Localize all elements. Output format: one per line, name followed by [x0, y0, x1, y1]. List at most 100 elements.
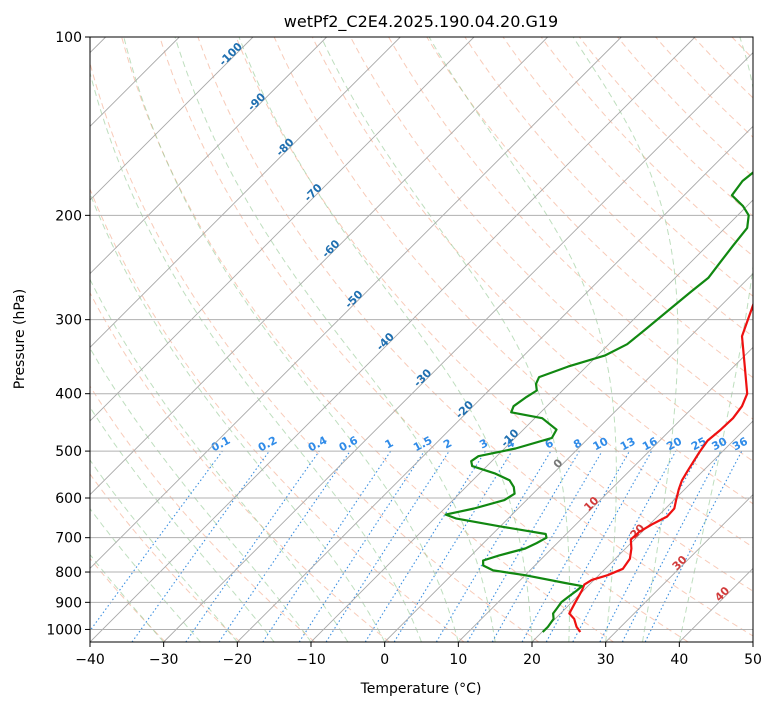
isotherm-line: [237, 125, 753, 642]
moist-adiabat-line: [320, 37, 571, 642]
mixing-ratio-label: 30: [710, 435, 730, 454]
mixing-ratio-line: [521, 450, 630, 642]
x-tick-label: 30: [597, 652, 615, 668]
x-tick-label: 0: [380, 652, 389, 668]
dry-adiabat-line: [311, 37, 753, 505]
isotherm-line: [752, 641, 753, 642]
isotherm-line: [679, 567, 753, 642]
moist-adiabat-line: [174, 37, 496, 642]
mixing-ratio-label: 2: [441, 436, 454, 451]
chart-title: wetPf2_C2E4.2025.190.04.20.G19: [284, 12, 558, 32]
y-tick-label: 200: [55, 208, 82, 224]
isotherm-line: [605, 494, 753, 642]
y-tick-label: 500: [55, 444, 82, 460]
temperature-profile-line: [568, 301, 753, 633]
isotherm-label: -70: [302, 181, 325, 204]
mixing-ratio-line: [621, 450, 722, 642]
mixing-ratio-line: [90, 450, 223, 632]
dry-adiabat-line: [90, 61, 540, 642]
dry-adiabat-line: [578, 37, 753, 217]
y-tick-label: 1000: [46, 622, 82, 638]
isotherm-label: -100: [216, 40, 245, 69]
dry-adiabat-line: [770, 37, 775, 642]
x-tick-label: −40: [75, 652, 105, 668]
dry-adiabat-line: [90, 473, 241, 642]
mixing-ratio-line: [218, 450, 351, 642]
isotherm-label: -30: [411, 366, 434, 389]
x-tick-label: 20: [523, 652, 541, 668]
mixing-ratio-line: [435, 450, 552, 642]
y-tick-label: 600: [55, 491, 82, 507]
mixing-ratio-label: 36: [730, 435, 750, 454]
isotherm-label: -10: [498, 426, 521, 449]
mixing-ratio-line: [467, 450, 580, 642]
x-tick-label: −30: [149, 652, 179, 668]
isotherm-line: [531, 420, 753, 642]
moist-adiabat-line: [428, 37, 617, 642]
isotherm-line: [90, 37, 254, 201]
mixing-ratio-line: [131, 450, 270, 642]
isotherm-label: -90: [245, 90, 268, 113]
dewpoint-profile-line: [444, 171, 753, 633]
y-tick-label: 900: [55, 595, 82, 611]
dry-adiabat-line: [90, 187, 465, 642]
dry-adiabat-line: [273, 37, 753, 548]
isotherm-line: [90, 37, 696, 642]
dry-adiabat-line: [388, 37, 753, 420]
mixing-ratio-label: 25: [689, 435, 709, 454]
dry-adiabat-line: [90, 385, 316, 642]
isotherm-label-warm: 40: [712, 584, 732, 604]
mixing-ratio-label: 16: [640, 435, 660, 454]
isotherm-label: -80: [273, 135, 296, 158]
x-tick-label: 40: [670, 652, 688, 668]
moist-adiabat-line: [90, 347, 312, 642]
moist-adiabat-line: [90, 278, 349, 642]
dry-adiabat-line: [350, 37, 753, 462]
dry-adiabat-line: [617, 37, 753, 178]
isotherm-label-warm: 10: [581, 494, 601, 514]
dry-adiabat-line: [235, 37, 753, 592]
y-tick-label: 100: [55, 30, 82, 46]
x-tick-label: −20: [223, 652, 253, 668]
mixing-ratio-line: [185, 450, 320, 642]
isotherm-line: [163, 52, 753, 642]
isotherm-label-warm: 30: [670, 553, 690, 573]
isotherm-line: [90, 37, 622, 569]
isotherm-label: -60: [319, 237, 342, 260]
dry-adiabat-line: [197, 37, 753, 637]
moist-adiabat-line: [123, 37, 459, 642]
mixing-ratio-label: 13: [618, 435, 638, 454]
isotherm-line: [90, 37, 548, 496]
mixing-ratio-line: [364, 450, 486, 642]
moist-adiabat-line: [238, 37, 533, 642]
dry-adiabat-line: [655, 37, 753, 138]
mixing-ratio-label: 1: [383, 436, 396, 451]
x-axis-label: Temperature (°C): [360, 681, 482, 697]
moist-adiabat-line: [90, 406, 275, 642]
x-tick-label: −10: [296, 652, 326, 668]
mixing-ratio-line: [572, 450, 677, 642]
axis-ticks: −40 −30 −20 −10 0 10 20 30 40 50 100 200 300 400 500 60…: [46, 30, 762, 668]
moist-adiabat-line: [90, 507, 201, 642]
moist-adiabat-line: [90, 553, 165, 642]
isotherm-line: [310, 199, 753, 642]
isotherm-line: [90, 37, 401, 348]
moist-adiabat-line: [90, 70, 422, 642]
moist-adiabat-line: [90, 459, 238, 642]
moist-adiabat-line: [678, 37, 753, 642]
isotherm-line: [90, 37, 327, 275]
y-tick-label: 300: [55, 313, 82, 329]
mixing-ratio-label: 20: [664, 434, 684, 453]
plot-area: 0.1 0.2 0.4 0.6 1 1.5 2 3 4 6 8 10 13 16 20 25 30 36-100-…: [90, 37, 775, 642]
mixing-ratio-line: [393, 450, 513, 642]
plot-frame: [89, 36, 754, 643]
mixing-ratio-line: [491, 450, 603, 642]
x-tick-label: 50: [744, 652, 762, 668]
isotherm-line: [384, 273, 753, 642]
dry-adiabat-line: [540, 37, 753, 257]
mixing-ratio-line: [325, 450, 450, 642]
mixing-ratio-line: [545, 450, 653, 642]
dry-adiabat-line: [693, 37, 753, 99]
isotherm-line: [458, 346, 753, 642]
